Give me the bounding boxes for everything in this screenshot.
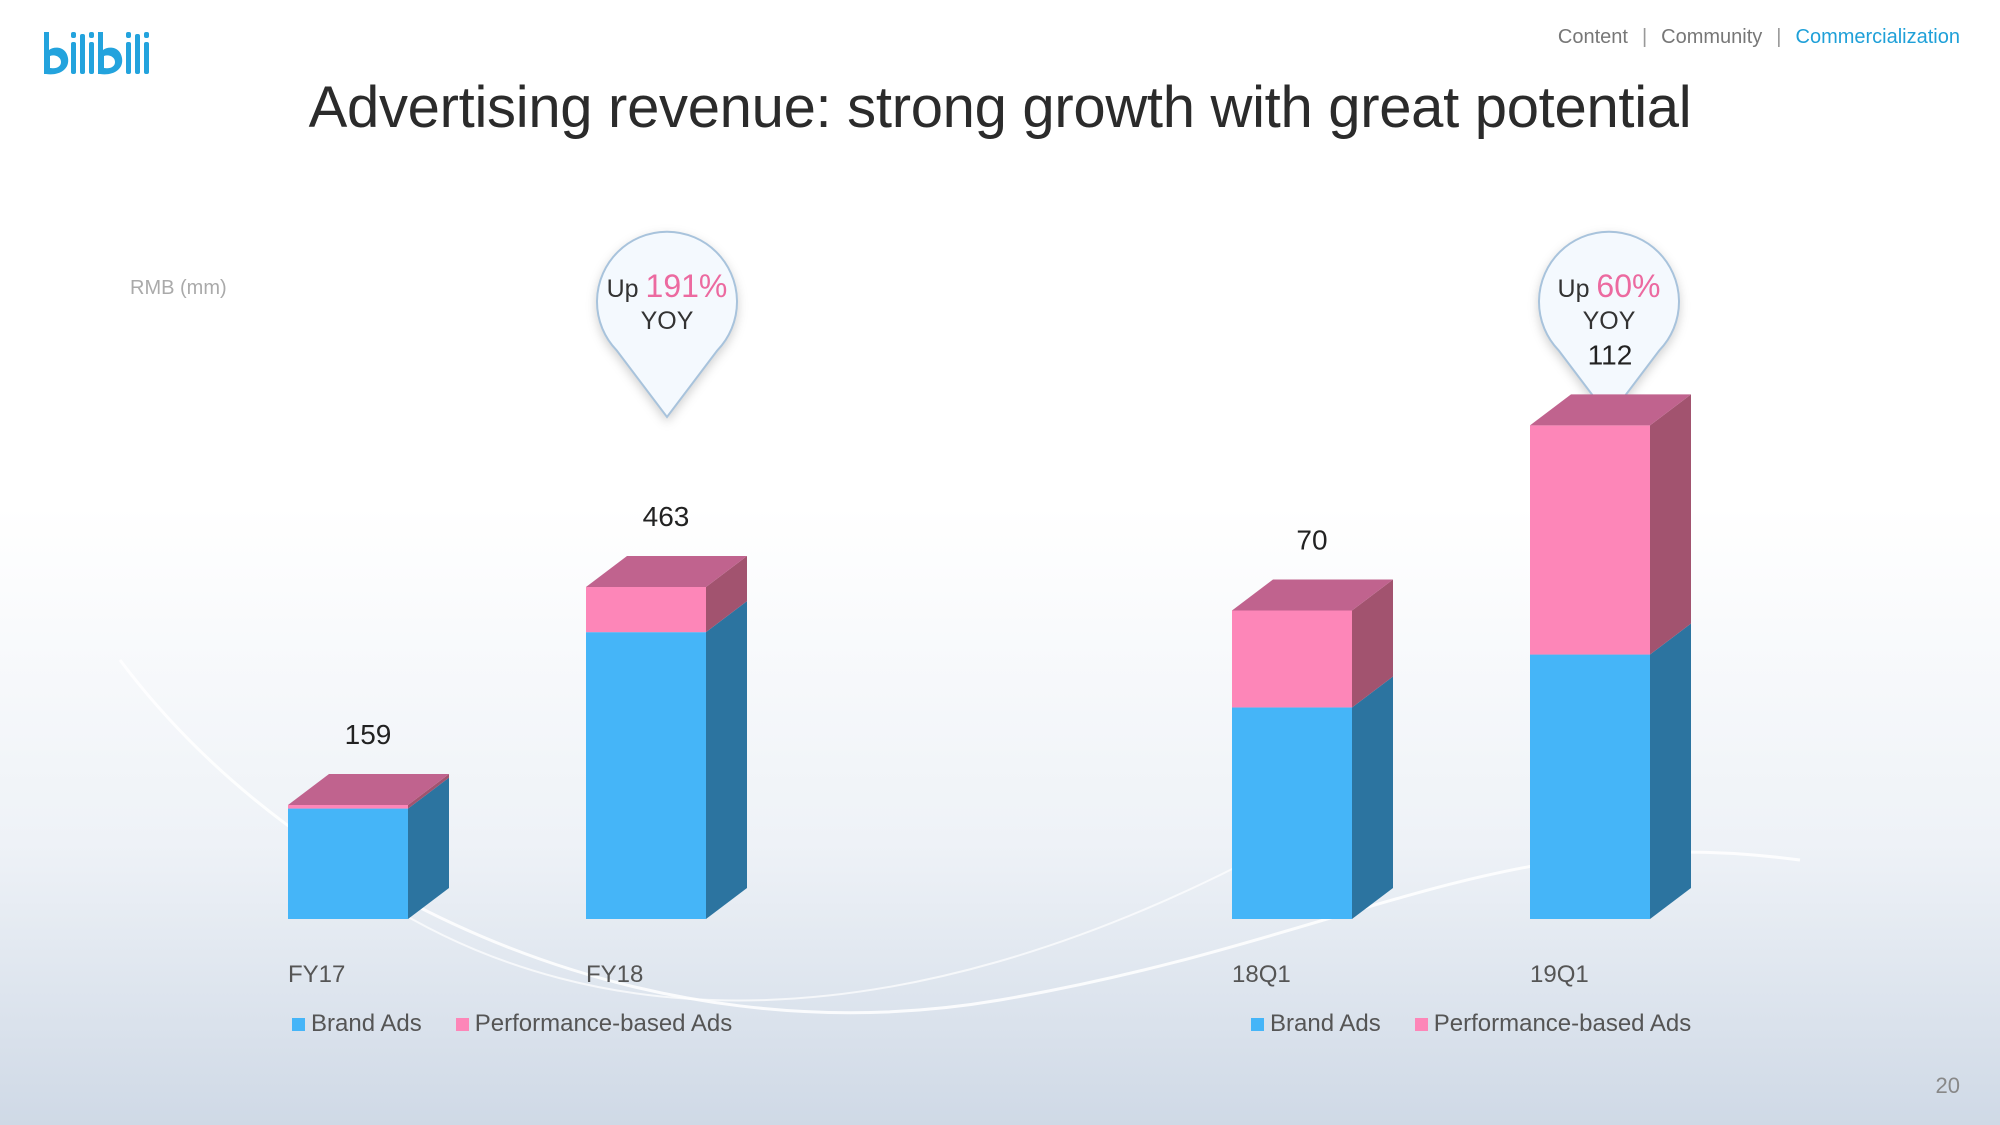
nav-separator: | [1776, 26, 1782, 48]
bar-performance-ads [586, 586, 706, 633]
bar-performance-ads [288, 804, 408, 809]
page-number: 20 [1935, 1073, 1960, 1098]
callout-growth-value: 191% [645, 268, 728, 304]
bar-total-label: 159 [345, 719, 392, 750]
legend-swatch-performance [1414, 1017, 1428, 1031]
bar-side-performance-ads [706, 555, 747, 633]
legend-item-brand-ads: Brand Ads [292, 1010, 422, 1038]
bar-top-face [1530, 394, 1691, 426]
bar-side-brand-ads [706, 601, 747, 919]
legend-label: Brand Ads [311, 1010, 422, 1037]
callout-bubble [596, 230, 738, 419]
legend-label: Performance-based Ads [474, 1010, 733, 1037]
bar-top-face [1232, 579, 1393, 611]
legend-label: Performance-based Ads [1433, 1010, 1692, 1037]
page-title: Advertising revenue: strong growth with … [308, 75, 1692, 140]
bar-side-performance-ads [1352, 579, 1393, 708]
category-tick-label: FY17 [288, 961, 345, 988]
callout-prefix: Up [606, 275, 646, 303]
category-tick-label: FY18 [586, 961, 643, 988]
bar-brand-ads [288, 808, 408, 919]
legend-item-performance-ads: Performance-based Ads [455, 1010, 733, 1038]
bar-brand-ads [1530, 654, 1650, 919]
yoy-callout-quarterly: Up 60% YOY [1539, 268, 1679, 336]
nav-commercialization[interactable]: Commercialization [1795, 26, 1961, 48]
legend-annual: Brand Ads Performance-based Ads [292, 1010, 732, 1038]
bar-side-brand-ads [408, 777, 449, 919]
section-nav: Content | Community | Commercialization [1558, 26, 1960, 49]
category-tick-label: 19Q1 [1530, 961, 1589, 988]
callout-growth-value: 60% [1596, 268, 1661, 304]
legend-item-performance-ads: Performance-based Ads [1414, 1010, 1692, 1038]
legend-label: Brand Ads [1270, 1010, 1381, 1037]
bar-top-face [586, 555, 747, 587]
legend-quarterly: Brand Ads Performance-based Ads [1251, 1010, 1691, 1038]
bar-performance-ads [1232, 610, 1352, 708]
callout-suffix: YOY [640, 307, 694, 335]
bar-top-face [288, 773, 449, 805]
bar-side-performance-ads [1650, 394, 1691, 655]
bar-brand-ads [586, 632, 706, 919]
callout-prefix: Up [1557, 275, 1597, 303]
legend-item-brand-ads: Brand Ads [1251, 1010, 1381, 1038]
callout-bubble [1538, 230, 1680, 419]
bar-total-label: 463 [643, 501, 690, 532]
bilibili-logo [40, 24, 152, 80]
nav-community[interactable]: Community [1661, 26, 1763, 48]
legend-swatch-brand [292, 1017, 305, 1031]
callout-suffix: YOY [1582, 307, 1636, 335]
category-tick-label: 18Q1 [1232, 961, 1291, 988]
bar-brand-ads [1232, 707, 1352, 919]
nav-separator: | [1641, 26, 1648, 48]
bar-side-brand-ads [1650, 623, 1691, 919]
bar-side-brand-ads [1352, 676, 1393, 919]
bar-performance-ads [1530, 425, 1650, 655]
unit-label: RMB (mm) [130, 277, 227, 299]
bar-total-label: 70 [1296, 524, 1327, 555]
yoy-callout-annual: Up 191% YOY [597, 268, 737, 336]
legend-swatch-brand [1251, 1017, 1264, 1031]
nav-content[interactable]: Content [1557, 26, 1628, 48]
bar-total-label: 112 [1588, 339, 1633, 370]
bar-side-performance-ads [408, 773, 449, 809]
legend-swatch-performance [455, 1017, 469, 1031]
